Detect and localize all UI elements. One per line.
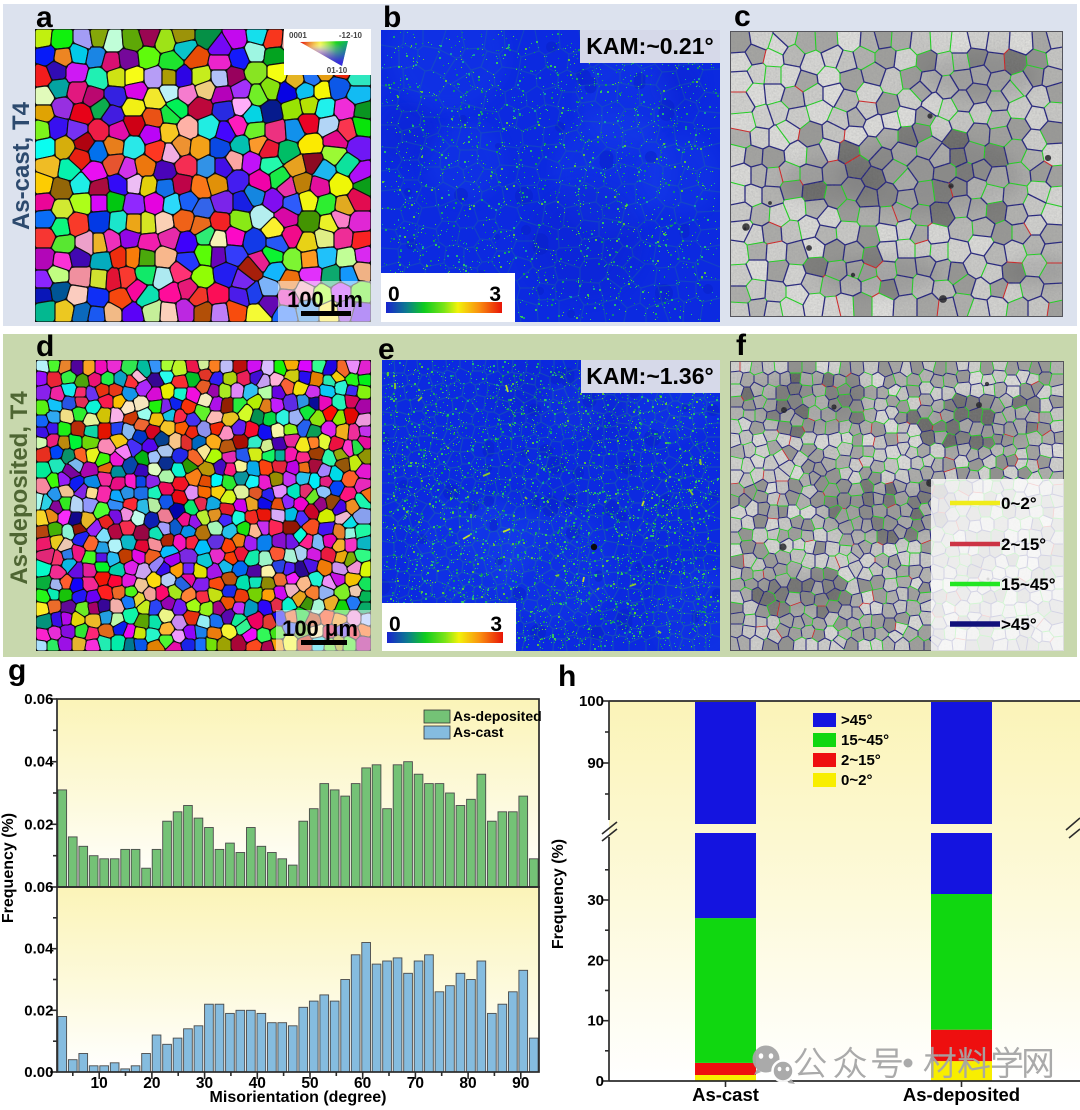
svg-text:2~15°: 2~15° (841, 752, 881, 769)
svg-text:0.06: 0.06 (24, 691, 53, 708)
svg-text:100 μm: 100 μm (282, 616, 358, 641)
svg-text:20: 20 (587, 952, 604, 969)
svg-text:-12-10: -12-10 (339, 31, 363, 40)
svg-text:0.04: 0.04 (24, 941, 54, 958)
svg-text:0.02: 0.02 (24, 816, 53, 833)
svg-text:80: 80 (459, 1075, 476, 1092)
svg-text:As-cast: As-cast (692, 1084, 759, 1105)
svg-text:40: 40 (249, 1075, 266, 1092)
svg-text:KAM:~1.36°: KAM:~1.36° (586, 363, 713, 389)
svg-text:As-cast: As-cast (453, 724, 504, 740)
svg-text:0: 0 (388, 283, 400, 306)
svg-text:Frequency (%): Frequency (%) (0, 813, 17, 923)
svg-text:90: 90 (512, 1075, 529, 1092)
svg-text:Frequency (%): Frequency (%) (550, 839, 567, 949)
svg-text:As-cast, T4: As-cast, T4 (8, 101, 35, 230)
svg-text:c: c (734, 0, 751, 33)
svg-text:KAM:~0.21°: KAM:~0.21° (586, 33, 713, 59)
svg-text:0~2°: 0~2° (1001, 494, 1037, 513)
svg-text:0.06: 0.06 (24, 879, 53, 896)
svg-text:30: 30 (587, 892, 604, 909)
svg-text:2~15°: 2~15° (1001, 535, 1046, 554)
svg-text:As-deposited, T4: As-deposited, T4 (6, 391, 33, 585)
svg-text:60: 60 (354, 1075, 371, 1092)
svg-text:15~45°: 15~45° (841, 732, 889, 749)
svg-text:As-deposited: As-deposited (453, 708, 542, 724)
svg-text:01-10: 01-10 (327, 66, 348, 75)
svg-text:h: h (558, 660, 576, 693)
svg-text:0.02: 0.02 (24, 1002, 53, 1019)
svg-text:70: 70 (407, 1075, 424, 1092)
svg-text:50: 50 (301, 1075, 318, 1092)
svg-text:>45°: >45° (1001, 615, 1037, 634)
svg-text:0: 0 (596, 1073, 604, 1090)
svg-text:f: f (736, 329, 747, 362)
svg-text:10: 10 (91, 1075, 108, 1092)
svg-text:15~45°: 15~45° (1001, 575, 1056, 594)
svg-text:3: 3 (489, 283, 501, 306)
svg-text:0.04: 0.04 (24, 754, 54, 771)
svg-text:0: 0 (389, 613, 401, 636)
svg-text:0.00: 0.00 (24, 1064, 53, 1081)
svg-text:Misorientation (degree): Misorientation (degree) (210, 1089, 387, 1106)
svg-text:10: 10 (587, 1013, 604, 1030)
svg-text:20: 20 (143, 1075, 160, 1092)
svg-text:d: d (36, 330, 54, 363)
svg-text:100 μm: 100 μm (287, 287, 363, 312)
svg-text:e: e (378, 333, 395, 366)
svg-text:0001: 0001 (289, 31, 307, 40)
svg-text:30: 30 (196, 1075, 213, 1092)
svg-text:>45°: >45° (841, 712, 872, 729)
svg-text:b: b (383, 1, 401, 34)
svg-text:0~2°: 0~2° (841, 772, 872, 789)
svg-text:3: 3 (490, 613, 502, 636)
svg-text:g: g (8, 654, 26, 687)
svg-text:As-deposited: As-deposited (903, 1084, 1020, 1105)
svg-text:90: 90 (587, 755, 604, 772)
svg-text:100: 100 (579, 693, 604, 710)
svg-text:a: a (36, 1, 53, 34)
